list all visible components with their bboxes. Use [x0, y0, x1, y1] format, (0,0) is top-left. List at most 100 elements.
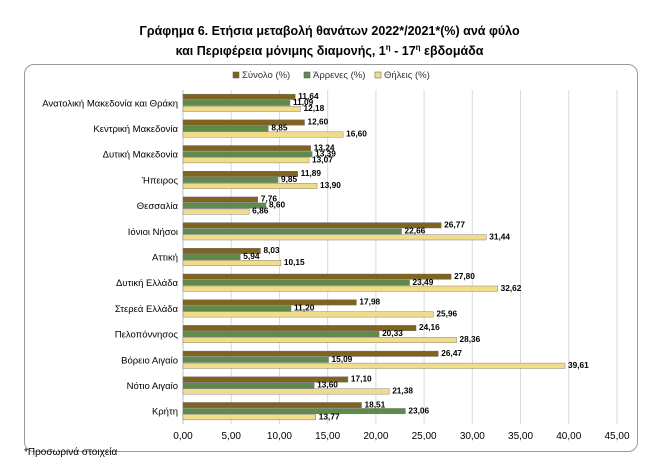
bar [182, 93, 296, 100]
data-label: 6,86 [252, 206, 269, 216]
bar [182, 157, 310, 164]
legend-label: Θήλεις (%) [384, 70, 430, 81]
data-label: 31,44 [489, 231, 510, 241]
data-label: 24,16 [419, 322, 440, 332]
bar [182, 337, 457, 343]
x-tick-label: 5,00 [221, 431, 241, 442]
data-label: 11,20 [294, 302, 315, 312]
bar [182, 382, 315, 389]
data-label: 13,24 [314, 142, 335, 152]
bar [182, 350, 439, 357]
category-label: Βόρειο Αιγαίο [121, 355, 178, 366]
x-tick-label: 45,00 [604, 431, 629, 442]
bar [182, 222, 442, 229]
title-sup-2: η [415, 43, 421, 52]
title-line2-mid: - 17 [390, 44, 416, 59]
category-label: Ιόνιοι Νήσοι [128, 227, 178, 238]
x-tick-label: 10,00 [267, 431, 292, 442]
x-tick-label: 0,00 [173, 431, 193, 442]
data-label: 23,49 [413, 277, 434, 287]
bar [182, 402, 362, 409]
data-label: 13,60 [317, 380, 338, 390]
data-label: 17,98 [359, 296, 380, 306]
chart-title-line1: Γράφημα 6. Ετήσια μεταβολή θανάτων 2022*… [139, 24, 520, 38]
bar [182, 325, 417, 331]
data-label: 27,80 [454, 271, 475, 281]
bar [182, 131, 344, 138]
bar [182, 196, 259, 203]
bar [182, 177, 279, 183]
bar [182, 305, 292, 312]
data-label: 12,60 [308, 117, 329, 127]
data-label: 13,39 [315, 148, 336, 158]
bar [182, 273, 452, 280]
data-label: 8,60 [269, 200, 286, 210]
data-label: 13,77 [319, 411, 340, 421]
data-label: 26,77 [444, 219, 465, 229]
bar [182, 99, 291, 106]
legend-swatch [232, 71, 240, 79]
bar [182, 119, 305, 126]
bar [182, 260, 282, 266]
data-label: 17,10 [351, 374, 372, 384]
bar [182, 125, 269, 132]
bar [182, 234, 487, 241]
title-sup-1: η [385, 43, 391, 52]
legend-swatch [374, 71, 382, 79]
bar [182, 202, 267, 209]
data-label: 18,51 [365, 399, 386, 409]
category-label: Πελοπόννησος [115, 330, 179, 341]
x-tick-label: 25,00 [412, 431, 437, 442]
data-label: 11,09 [293, 97, 314, 107]
x-tick-label: 30,00 [460, 431, 485, 442]
bar [182, 408, 406, 415]
legend-label: Σύνολο (%) [242, 70, 290, 81]
data-label: 32,62 [501, 283, 522, 293]
category-label: Δυτική Μακεδονία [103, 150, 179, 161]
bar [182, 151, 313, 158]
data-label: 25,96 [436, 308, 457, 318]
footnote: *Προσωρινά στοιχεία [24, 447, 118, 458]
data-label: 8,03 [263, 245, 280, 255]
bar [182, 228, 402, 235]
data-label: 15,09 [332, 354, 353, 364]
category-label: Αττική [152, 253, 178, 264]
data-label: 12,18 [303, 103, 324, 113]
data-label: 7,76 [261, 194, 278, 204]
data-label: 20,33 [382, 328, 403, 338]
data-label: 9,85 [281, 174, 298, 184]
data-label: 23,06 [408, 405, 429, 415]
category-label: Κεντρική Μακεδονία [93, 124, 178, 135]
data-label: 8,85 [271, 123, 288, 133]
data-label: 13,07 [312, 154, 333, 164]
bar [182, 279, 410, 286]
data-label: 11,89 [301, 168, 322, 178]
chart-title-line2: και Περιφέρεια μόνιμης διαμονής, 1η - 17… [0, 43, 659, 58]
data-label: 16,60 [346, 129, 367, 139]
bar [182, 299, 357, 306]
category-label: Ανατολική Μακεδονία και Θράκη [42, 98, 178, 109]
legend-swatch [303, 71, 311, 79]
category-label: Ήπειρος [141, 175, 179, 186]
bar [182, 248, 261, 254]
x-tick-label: 40,00 [556, 431, 581, 442]
bar [182, 376, 349, 383]
data-label: 22,66 [405, 225, 426, 235]
bar [182, 311, 434, 318]
bar [182, 254, 241, 260]
bar [182, 285, 498, 292]
legend-label: Άρρενες (%) [313, 70, 365, 81]
data-label: 13,90 [320, 180, 341, 190]
data-label: 5,94 [243, 251, 260, 261]
category-label: Θεσσαλία [137, 201, 179, 212]
category-label: Στερεά Ελλάδα [115, 304, 179, 315]
bar [182, 356, 329, 363]
bar [182, 208, 250, 215]
data-label: 28,36 [460, 334, 481, 344]
bar [182, 362, 566, 369]
category-label: Δυτική Ελλάδα [116, 278, 179, 289]
category-label: Κρήτη [152, 407, 178, 418]
x-tick-label: 15,00 [315, 431, 340, 442]
data-label: 21,38 [392, 386, 413, 396]
